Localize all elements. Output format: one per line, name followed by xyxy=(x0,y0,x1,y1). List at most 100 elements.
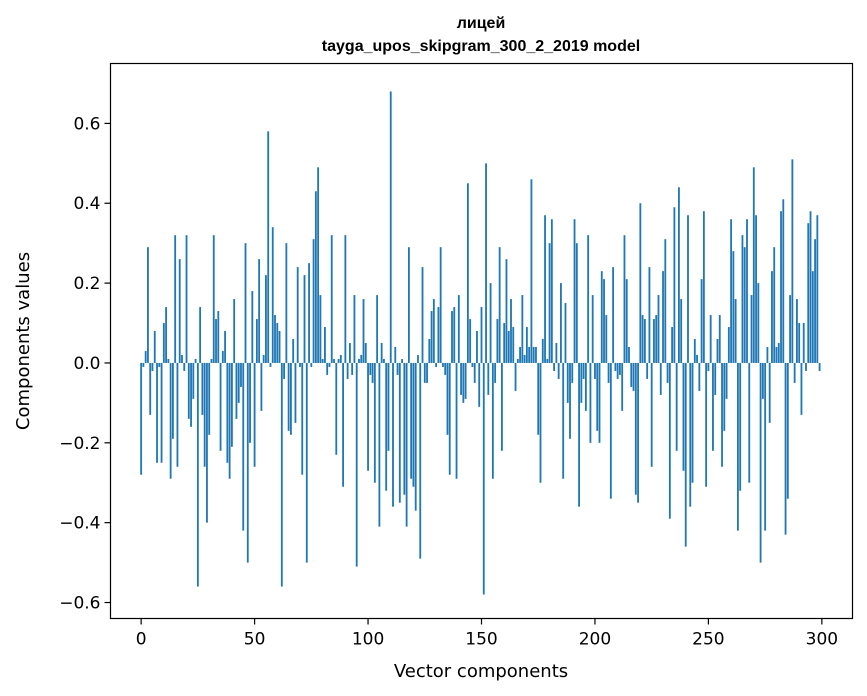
bar xyxy=(337,358,340,363)
bar xyxy=(407,247,410,363)
bar xyxy=(748,362,751,483)
bar xyxy=(258,259,261,363)
bar xyxy=(346,362,349,379)
bar xyxy=(285,243,288,363)
bar xyxy=(548,243,551,363)
bar xyxy=(294,362,297,423)
bar xyxy=(814,239,816,363)
bar xyxy=(809,211,812,363)
bar xyxy=(203,362,206,467)
bar xyxy=(521,295,524,363)
bar xyxy=(811,271,814,363)
bar xyxy=(296,267,299,363)
bar xyxy=(789,295,792,363)
bar xyxy=(777,343,780,363)
bar xyxy=(469,319,472,363)
bar xyxy=(516,358,519,363)
bar xyxy=(634,362,637,495)
bar xyxy=(410,362,413,479)
x-tick-label: 150 xyxy=(465,630,497,650)
bar xyxy=(267,131,270,363)
bar xyxy=(396,362,399,375)
bar xyxy=(818,362,821,371)
bar xyxy=(696,354,698,363)
bar xyxy=(805,362,807,371)
bar xyxy=(348,343,351,363)
bar xyxy=(376,295,379,363)
bar xyxy=(798,323,801,363)
bar xyxy=(199,307,202,363)
bar xyxy=(573,219,576,363)
bar xyxy=(319,295,322,363)
bar xyxy=(609,362,612,499)
bar xyxy=(453,307,456,363)
bar xyxy=(503,323,506,363)
bar xyxy=(192,362,195,399)
bar xyxy=(255,319,258,363)
bar xyxy=(705,362,708,487)
bar xyxy=(693,339,696,363)
bar xyxy=(435,362,438,367)
bar xyxy=(646,362,649,379)
bar xyxy=(430,311,433,363)
bar xyxy=(684,362,687,547)
bar xyxy=(793,362,796,383)
bar xyxy=(752,167,755,363)
bar xyxy=(230,362,233,447)
bar xyxy=(598,362,601,443)
bar xyxy=(578,362,580,507)
bar xyxy=(786,362,789,499)
bar xyxy=(725,362,728,399)
bar xyxy=(401,358,403,363)
bar xyxy=(464,362,467,399)
bar xyxy=(405,362,408,527)
bar xyxy=(485,163,487,363)
y-axis-label: Components values xyxy=(13,252,34,430)
bar xyxy=(637,362,639,503)
bar xyxy=(709,315,712,363)
bar xyxy=(280,362,283,587)
bar xyxy=(489,283,492,363)
x-tick-label: 250 xyxy=(692,630,724,650)
bar xyxy=(605,315,608,363)
bar xyxy=(426,362,428,383)
bar xyxy=(160,362,163,463)
bar xyxy=(639,203,642,363)
bar xyxy=(807,223,810,363)
bar xyxy=(734,299,737,363)
bar xyxy=(171,362,174,439)
bar xyxy=(496,319,499,363)
bar xyxy=(380,343,383,363)
bar xyxy=(816,215,819,363)
bar xyxy=(600,271,603,363)
bar xyxy=(780,211,782,363)
bar xyxy=(530,179,533,363)
bar xyxy=(487,362,490,395)
bar xyxy=(671,327,674,363)
bar xyxy=(314,191,317,363)
bar xyxy=(791,159,794,363)
bar xyxy=(235,362,238,419)
bar xyxy=(344,235,347,363)
bar xyxy=(539,362,542,483)
bar xyxy=(299,362,301,367)
bar xyxy=(278,331,281,363)
bar xyxy=(360,354,363,363)
bar xyxy=(619,362,621,375)
bar xyxy=(512,327,515,363)
bar xyxy=(739,362,742,491)
bar xyxy=(764,362,767,531)
y-ticks-group: −0.6 −0.4 −0.2 0.0 0.2 0.4 0.6 xyxy=(59,114,111,614)
bar xyxy=(716,339,719,363)
bar xyxy=(566,362,569,403)
bar xyxy=(657,295,660,363)
chart-title: лицей xyxy=(457,15,506,32)
bar xyxy=(417,354,419,363)
bar xyxy=(664,239,667,363)
bar xyxy=(525,327,528,363)
bar xyxy=(221,350,224,363)
bar xyxy=(233,299,236,363)
bar xyxy=(741,235,744,363)
bar xyxy=(771,271,773,363)
bar xyxy=(591,295,594,363)
